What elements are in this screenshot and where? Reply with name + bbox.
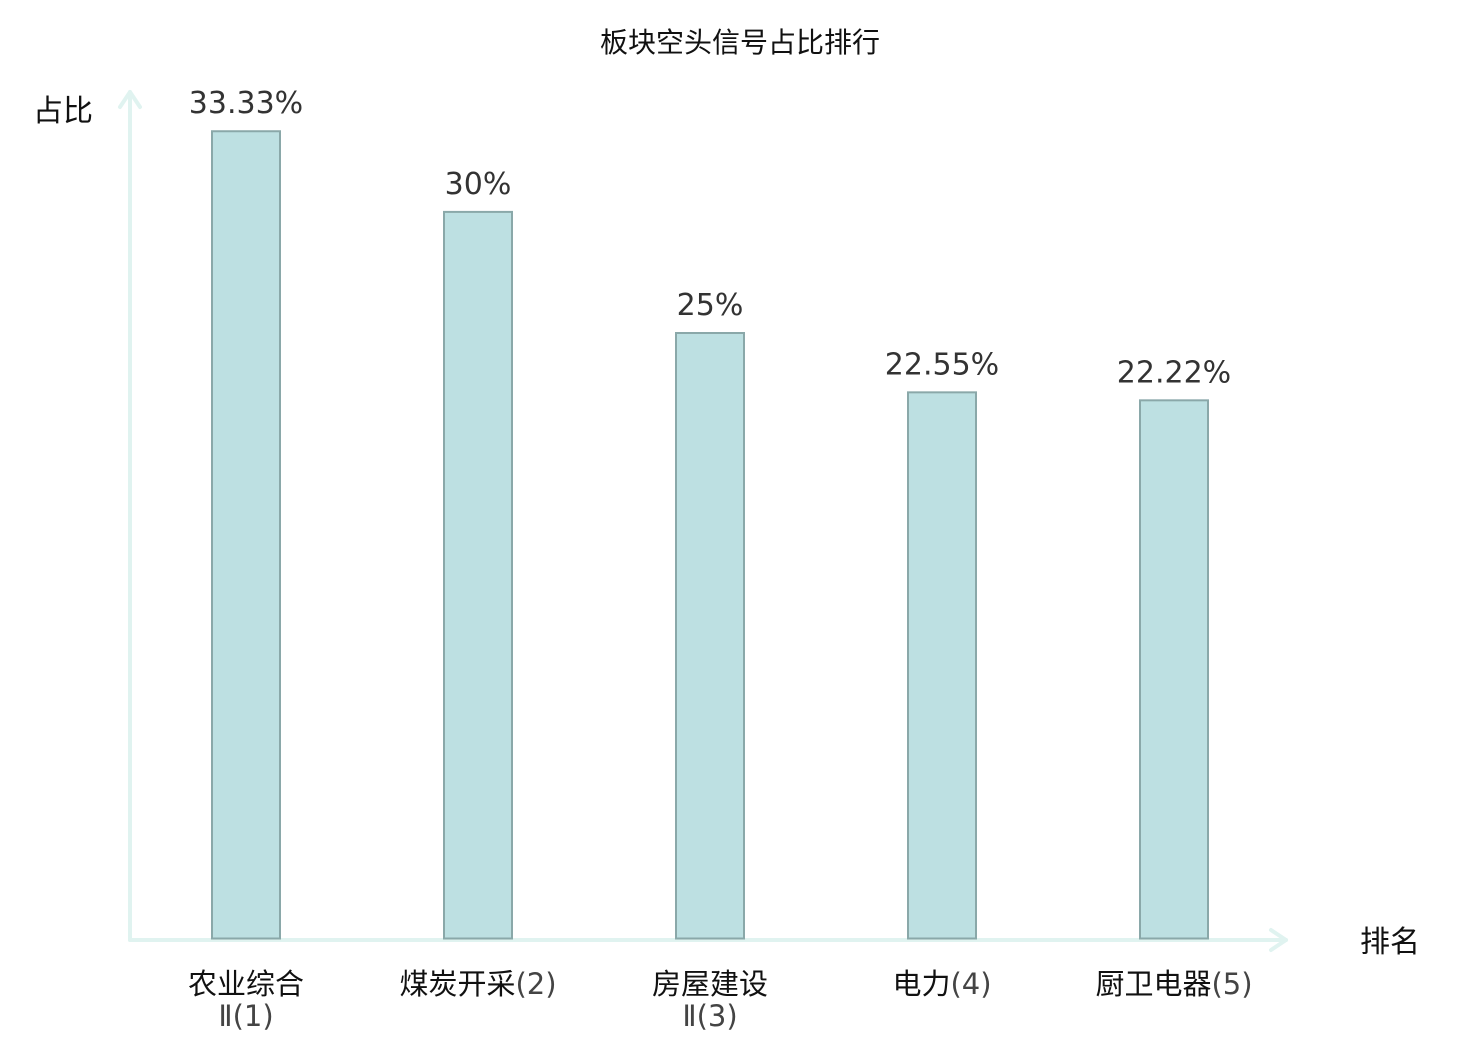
y-axis-label: 占比 (33, 94, 93, 129)
category-label-1-line2: Ⅱ(1) (218, 999, 273, 1033)
value-label-2: 30% (445, 167, 512, 202)
category-label-2: 煤炭开采(2) (399, 967, 556, 1001)
category-label-4: 电力(4) (892, 967, 991, 1001)
chart-title: 板块空头信号占比排行 (600, 26, 880, 59)
category-label-5: 厨卫电器(5) (1095, 967, 1252, 1001)
bar-5 (1139, 399, 1209, 940)
category-label-3: 房屋建设 (652, 967, 768, 1001)
axes (118, 90, 1288, 952)
value-label-5: 22.22% (1117, 355, 1231, 390)
x-axis-arrowhead (1269, 928, 1288, 952)
bar-4 (907, 391, 977, 940)
category-label-3-line2: Ⅱ(3) (682, 999, 737, 1033)
bar-2 (443, 210, 513, 940)
bar-1 (211, 130, 281, 940)
value-label-1: 33.33% (189, 86, 303, 121)
value-label-4: 22.55% (885, 347, 999, 382)
bars-group (211, 130, 1209, 940)
value-label-3: 25% (677, 288, 744, 323)
x-axis-label: 排名 (1360, 925, 1420, 960)
bar-3 (675, 332, 745, 940)
value-labels-group: 33.33% 30% 25% 22.55% 22.22% (189, 86, 1231, 390)
category-label-1: 农业综合 (188, 967, 304, 1001)
y-axis-arrowhead (118, 90, 142, 109)
